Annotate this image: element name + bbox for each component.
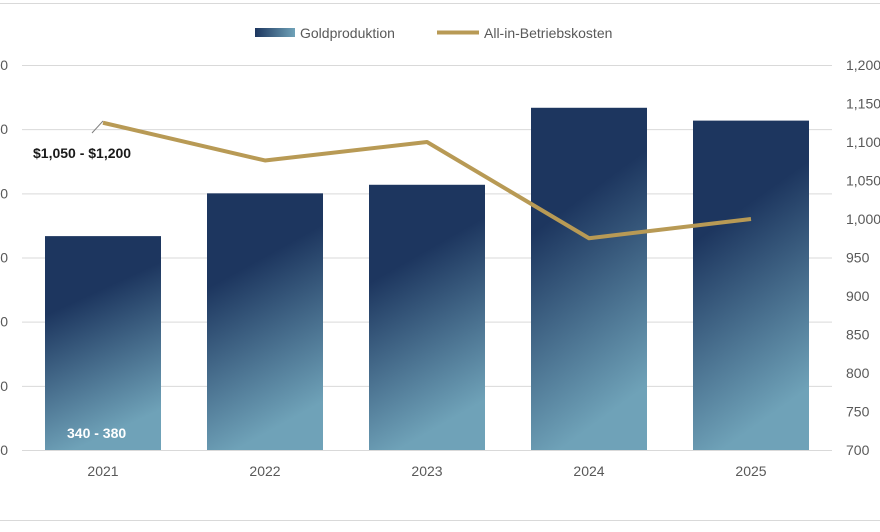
left-axis-tick-label: 340 [0,250,8,266]
left-axis-tick-label: 330 [0,314,8,330]
left-axis-tick-label: 360 [0,121,8,137]
left-axis-tick-label: 350 [0,185,8,201]
x-axis-ticks: 2021 2022 2023 2024 2025 [87,463,766,479]
right-axis-tick-label: 1,150 [846,96,880,112]
right-axis-tick-label: 1,100 [846,134,880,150]
bar-2024 [531,108,647,450]
line-range-annotation: $1,050 - $1,200 [33,145,131,161]
bar-2023 [369,185,485,450]
bar-series [45,108,809,450]
annotation-leader [92,121,103,133]
right-axis-tick-label: 1,050 [846,173,880,189]
bar-range-annotation: 340 - 380 [67,425,126,441]
left-axis-tick-label: 310 [0,442,8,458]
right-axis-ticks: 700 750 800 850 900 950 1,000 1,050 1,100 1,150 1,… [846,57,880,458]
bar-2021 [45,236,161,450]
legend: Goldproduktion All-in-Betriebskosten [255,25,612,41]
right-axis-tick-label: 950 [846,250,870,266]
right-axis-tick-label: 800 [846,365,870,381]
x-axis-tick-label: 2023 [411,463,442,479]
legend-label-betriebskosten: All-in-Betriebskosten [484,25,612,41]
bar-2022 [207,193,323,450]
right-axis-tick-label: 1,200 [846,57,880,73]
right-axis-tick-label: 700 [846,442,870,458]
right-axis-tick-label: 900 [846,288,870,304]
left-axis-tick-label: 370 [0,57,8,73]
legend-swatch-goldproduktion [255,28,295,37]
x-axis-tick-label: 2024 [573,463,604,479]
bar-2025 [693,121,809,450]
x-axis-tick-label: 2021 [87,463,118,479]
left-axis-tick-label: 320 [0,378,8,394]
x-axis-tick-label: 2022 [249,463,280,479]
right-axis-tick-label: 750 [846,404,870,420]
left-axis-ticks: 310 320 330 340 350 360 370 [0,57,8,458]
right-axis-tick-label: 850 [846,327,870,343]
legend-label-goldproduktion: Goldproduktion [300,25,395,41]
x-axis-tick-label: 2025 [735,463,766,479]
right-axis-tick-label: 1,000 [846,211,880,227]
